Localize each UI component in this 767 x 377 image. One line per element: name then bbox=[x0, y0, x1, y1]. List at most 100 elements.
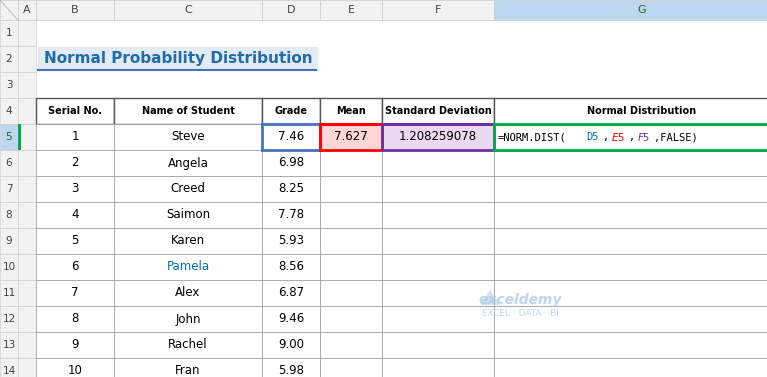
Bar bbox=[0, 202, 18, 228]
Bar bbox=[262, 202, 320, 228]
Bar bbox=[320, 228, 382, 254]
Bar bbox=[494, 332, 767, 358]
Bar bbox=[382, 228, 494, 254]
Bar bbox=[262, 176, 320, 202]
Text: Mean: Mean bbox=[336, 106, 366, 116]
Text: 7.78: 7.78 bbox=[278, 208, 304, 222]
Text: 10: 10 bbox=[67, 365, 82, 377]
Bar bbox=[18, 72, 36, 98]
Bar bbox=[494, 124, 767, 150]
Text: 4: 4 bbox=[71, 208, 79, 222]
Bar bbox=[18, 202, 36, 228]
Bar bbox=[0, 306, 18, 332]
Bar bbox=[382, 98, 494, 124]
Bar bbox=[18, 228, 36, 254]
Text: F: F bbox=[435, 5, 441, 15]
Text: 9.00: 9.00 bbox=[278, 339, 304, 351]
Bar bbox=[0, 332, 18, 358]
Bar bbox=[262, 0, 320, 20]
Bar bbox=[114, 306, 262, 332]
Text: $F$5: $F$5 bbox=[637, 131, 650, 143]
Text: 7.627: 7.627 bbox=[334, 130, 368, 144]
Text: 9.46: 9.46 bbox=[278, 313, 304, 325]
Text: 9: 9 bbox=[71, 339, 79, 351]
Bar bbox=[114, 176, 262, 202]
Text: Angela: Angela bbox=[167, 156, 209, 170]
Text: 9: 9 bbox=[5, 236, 12, 246]
Bar bbox=[382, 254, 494, 280]
Text: 2: 2 bbox=[71, 156, 79, 170]
Text: $E$5: $E$5 bbox=[611, 131, 625, 143]
Bar bbox=[494, 280, 767, 306]
Bar bbox=[36, 254, 114, 280]
Text: ,: , bbox=[629, 132, 635, 142]
Bar bbox=[382, 0, 494, 20]
Text: Alex: Alex bbox=[176, 287, 201, 299]
Text: 5.93: 5.93 bbox=[278, 234, 304, 247]
Text: Steve: Steve bbox=[171, 130, 205, 144]
Text: =NORM.DIST(: =NORM.DIST( bbox=[498, 132, 567, 142]
Text: 5.98: 5.98 bbox=[278, 365, 304, 377]
Text: Saimon: Saimon bbox=[166, 208, 210, 222]
Bar bbox=[18, 20, 36, 46]
Bar bbox=[36, 124, 114, 150]
Text: C: C bbox=[184, 5, 192, 15]
Bar bbox=[320, 202, 382, 228]
Bar bbox=[262, 358, 320, 377]
Bar bbox=[320, 0, 382, 20]
Bar bbox=[262, 98, 320, 124]
Text: Karen: Karen bbox=[171, 234, 205, 247]
Bar bbox=[382, 124, 494, 150]
Text: B: B bbox=[71, 5, 79, 15]
Bar bbox=[494, 0, 767, 20]
Bar bbox=[36, 358, 114, 377]
Text: 8.25: 8.25 bbox=[278, 182, 304, 196]
Text: Pamela: Pamela bbox=[166, 261, 209, 273]
Bar bbox=[18, 280, 36, 306]
Bar bbox=[36, 228, 114, 254]
Bar bbox=[0, 124, 18, 150]
Bar bbox=[114, 280, 262, 306]
Text: D5: D5 bbox=[587, 132, 599, 142]
Text: 8.56: 8.56 bbox=[278, 261, 304, 273]
Text: exceldemy: exceldemy bbox=[479, 293, 561, 307]
Bar bbox=[114, 150, 262, 176]
Bar bbox=[36, 150, 114, 176]
Bar bbox=[36, 98, 114, 124]
Text: 1: 1 bbox=[71, 130, 79, 144]
Text: 6: 6 bbox=[71, 261, 79, 273]
Text: 11: 11 bbox=[2, 288, 15, 298]
Bar bbox=[36, 332, 114, 358]
Bar bbox=[36, 280, 114, 306]
Text: Grade: Grade bbox=[275, 106, 308, 116]
Bar bbox=[38, 47, 318, 71]
Bar bbox=[320, 306, 382, 332]
Bar bbox=[262, 228, 320, 254]
Bar bbox=[114, 228, 262, 254]
Bar bbox=[0, 72, 18, 98]
Text: Normal Probability Distribution: Normal Probability Distribution bbox=[44, 52, 312, 66]
Text: John: John bbox=[175, 313, 201, 325]
Bar bbox=[114, 332, 262, 358]
Bar bbox=[18, 332, 36, 358]
Text: Name of Student: Name of Student bbox=[142, 106, 235, 116]
Bar bbox=[0, 280, 18, 306]
Text: 5: 5 bbox=[71, 234, 79, 247]
Bar bbox=[382, 150, 494, 176]
Text: 6: 6 bbox=[5, 158, 12, 168]
Text: 7: 7 bbox=[71, 287, 79, 299]
Text: Normal Distribution: Normal Distribution bbox=[587, 106, 696, 116]
Bar bbox=[0, 254, 18, 280]
Bar bbox=[0, 20, 18, 46]
Bar bbox=[494, 306, 767, 332]
Bar bbox=[494, 150, 767, 176]
Text: 8: 8 bbox=[71, 313, 79, 325]
Bar bbox=[320, 358, 382, 377]
Bar bbox=[494, 202, 767, 228]
Text: 3: 3 bbox=[71, 182, 79, 196]
Text: A: A bbox=[23, 5, 31, 15]
Bar bbox=[114, 124, 262, 150]
Text: Rachel: Rachel bbox=[168, 339, 208, 351]
Bar bbox=[494, 124, 767, 150]
Text: 8: 8 bbox=[5, 210, 12, 220]
